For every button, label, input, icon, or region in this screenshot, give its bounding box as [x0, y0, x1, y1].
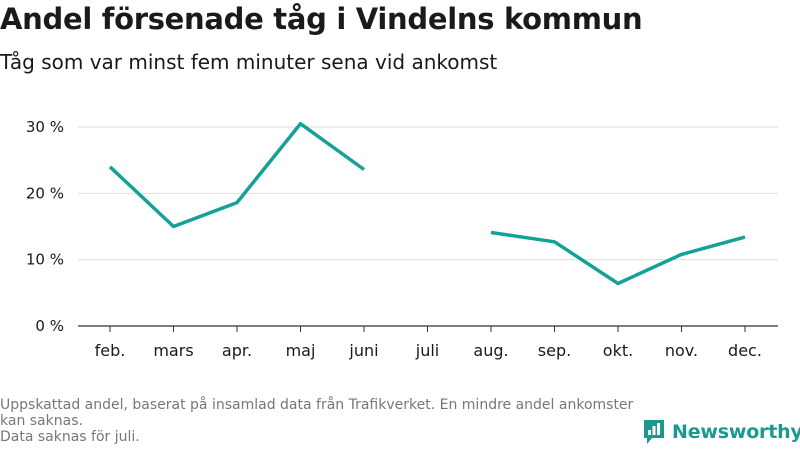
x-tick-label: mars	[153, 341, 193, 360]
y-tick-label: 20 %	[26, 184, 64, 202]
x-tick-label: juni	[348, 341, 378, 360]
x-tick-label: sep.	[538, 341, 571, 360]
brand-logo: Newsworthy	[642, 418, 800, 446]
chart-subtitle: Tåg som var minst fem minuter sena vid a…	[0, 50, 498, 74]
footnote: Uppskattad andel, baserat på insamlad da…	[0, 397, 640, 445]
y-tick-label: 30 %	[26, 118, 64, 136]
chart-title: Andel försenade tåg i Vindelns kommun	[0, 2, 643, 36]
y-tick-label: 10 %	[26, 251, 64, 269]
brand-name: Newsworthy	[672, 421, 800, 443]
footnote-missing-data: Data saknas för juli.	[0, 429, 140, 445]
x-tick-label: maj	[286, 341, 316, 360]
x-tick-label: feb.	[95, 341, 126, 360]
x-tick-label: apr.	[222, 341, 252, 360]
footnote-source: Uppskattad andel, baserat på insamlad da…	[0, 397, 634, 429]
y-tick-label: 0 %	[35, 317, 64, 335]
x-tick-label: aug.	[473, 341, 508, 360]
series-line	[490, 230, 746, 286]
series-line	[108, 121, 366, 229]
x-tick-label: juli	[415, 341, 439, 360]
x-tick-label: dec.	[728, 341, 762, 360]
x-tick-label: nov.	[665, 341, 698, 360]
x-tick-label: okt.	[603, 341, 633, 360]
newsworthy-logo-icon	[644, 420, 664, 444]
line-chart: 0 % 10 % 20 % 30 % feb. mars apr. maj juni juli au…	[26, 118, 778, 360]
